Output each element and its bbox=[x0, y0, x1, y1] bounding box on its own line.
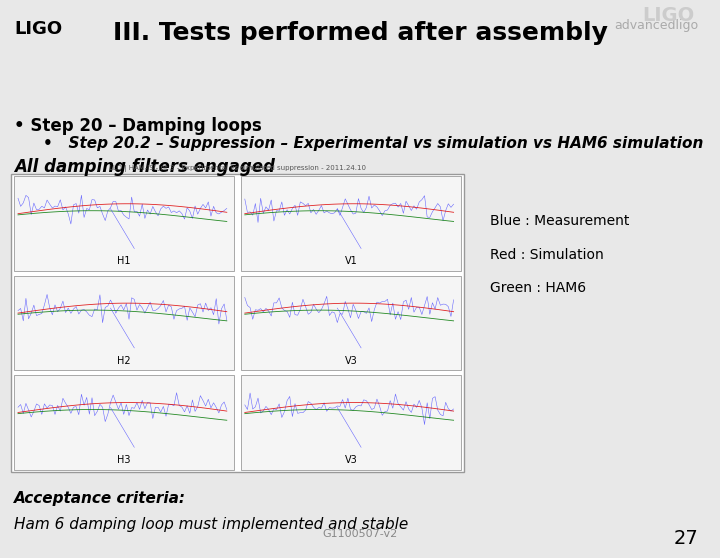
Text: H2: H2 bbox=[117, 355, 131, 365]
Text: III. Tests performed after assembly: III. Tests performed after assembly bbox=[112, 21, 608, 45]
Text: LLO | HAM-ISI-Jnt 3 - Experimental vs simulated suppression - 2011.24.10: LLO | HAM-ISI-Jnt 3 - Experimental vs si… bbox=[109, 165, 366, 171]
Text: LIGO: LIGO bbox=[14, 20, 63, 38]
FancyBboxPatch shape bbox=[14, 375, 234, 470]
Text: •   Step 20.2 – Suppression – Experimental vs simulation vs HAM6 simulation: • Step 20.2 – Suppression – Experimental… bbox=[43, 136, 703, 151]
FancyBboxPatch shape bbox=[241, 375, 461, 470]
Text: LIGO: LIGO bbox=[642, 7, 695, 26]
FancyBboxPatch shape bbox=[14, 276, 234, 371]
Text: Blue : Measurement: Blue : Measurement bbox=[490, 214, 629, 228]
Text: Red : Simulation: Red : Simulation bbox=[490, 248, 603, 262]
FancyBboxPatch shape bbox=[11, 174, 464, 472]
Text: Green : HAM6: Green : HAM6 bbox=[490, 281, 586, 295]
Text: 27: 27 bbox=[674, 530, 698, 549]
Text: G1100507-v2: G1100507-v2 bbox=[323, 530, 397, 540]
Text: advancedligo: advancedligo bbox=[614, 19, 698, 32]
Text: • Step 20 – Damping loops: • Step 20 – Damping loops bbox=[14, 117, 262, 134]
FancyBboxPatch shape bbox=[241, 276, 461, 371]
Text: V3: V3 bbox=[345, 455, 357, 465]
Text: H3: H3 bbox=[117, 455, 131, 465]
Text: Acceptance criteria:: Acceptance criteria: bbox=[14, 491, 186, 506]
Text: Ham 6 damping loop must implemented and stable: Ham 6 damping loop must implemented and … bbox=[14, 517, 409, 532]
Text: H1: H1 bbox=[117, 256, 131, 266]
Text: All damping filters engaged: All damping filters engaged bbox=[14, 158, 275, 176]
FancyBboxPatch shape bbox=[241, 176, 461, 271]
Text: V3: V3 bbox=[345, 355, 357, 365]
Text: V1: V1 bbox=[345, 256, 357, 266]
FancyBboxPatch shape bbox=[14, 176, 234, 271]
